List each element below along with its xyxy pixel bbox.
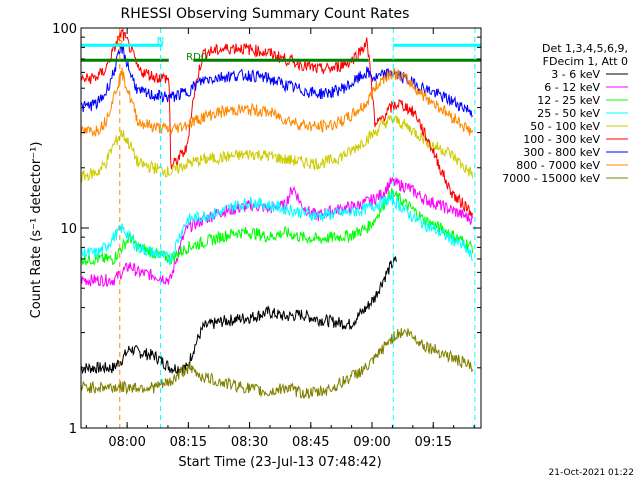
legend-label-4: 50 - 100 keV: [530, 120, 600, 133]
x-tick-label-0: 08:00: [108, 435, 145, 450]
footer-timestamp: 21-Oct-2021 01:22: [549, 468, 634, 478]
chart-title: RHESSI Observing Summary Count Rates: [121, 6, 410, 22]
series-line-8: [81, 328, 474, 399]
axis-layer: 08:00 08:15 08:30 08:45 09:00 09:15 1 10 100: [52, 22, 481, 450]
legend-label-2: 12 - 25 keV: [537, 94, 600, 107]
x-tick-label-4: 09:00: [353, 435, 390, 450]
annotation-0: S: [117, 36, 123, 47]
y-tick-label-0: 1: [69, 422, 77, 437]
y-tick-label-2: 100: [52, 22, 77, 37]
legend: Det 1,3,4,5,6,9,FDecim 1, Att 03 - 6 keV…: [502, 42, 628, 185]
x-tick-label-2: 08:30: [231, 435, 268, 450]
legend-label-3: 25 - 50 keV: [537, 107, 600, 120]
legend-label-1: 6 - 12 keV: [544, 81, 600, 94]
legend-label-6: 300 - 800 keV: [523, 146, 600, 159]
series-line-7: [81, 67, 474, 138]
annotation-1: N: [157, 36, 164, 47]
annotation-2: RD0: [186, 52, 207, 63]
legend-label-5: 100 - 300 keV: [523, 133, 600, 146]
series-layer: [81, 28, 474, 399]
x-tick-label-3: 08:45: [292, 435, 329, 450]
series-line-0: [81, 256, 398, 375]
y-tick-label-1: 10: [60, 222, 77, 237]
legend-header-1: FDecim 1, Att 0: [543, 55, 628, 68]
x-tick-label-5: 09:15: [415, 435, 452, 450]
series-line-5: [81, 28, 474, 217]
marker-layer: S N RD0: [81, 28, 481, 428]
y-axis-label: Count Rate (s⁻¹ detector⁻¹): [29, 142, 44, 319]
series-line-2: [81, 187, 474, 266]
series-line-1: [81, 177, 474, 287]
legend-header-0: Det 1,3,4,5,6,9,: [542, 42, 628, 55]
series-line-4: [81, 115, 474, 183]
x-axis-label: Start Time (23-Jul-13 07:48:42): [178, 455, 381, 470]
legend-label-8: 7000 - 15000 keV: [502, 172, 600, 185]
legend-label-0: 3 - 6 keV: [551, 68, 600, 81]
legend-label-7: 800 - 7000 keV: [516, 159, 600, 172]
series-line-3: [81, 192, 473, 267]
x-tick-label-1: 08:15: [170, 435, 207, 450]
